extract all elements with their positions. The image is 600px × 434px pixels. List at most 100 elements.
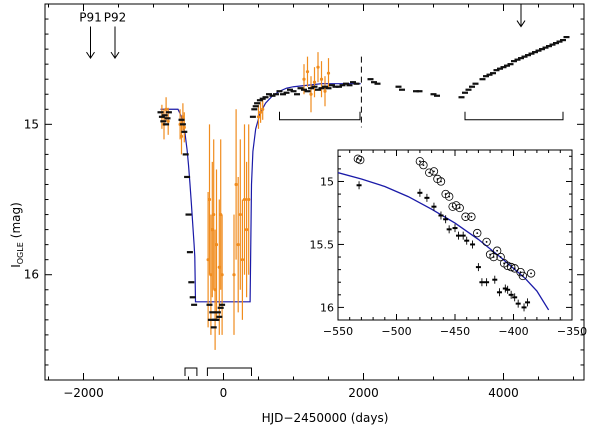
inset-asas-dot — [433, 170, 435, 173]
x-tick-label: −2000 — [63, 386, 104, 400]
inset-asas-circle — [425, 168, 434, 177]
range-bracket — [464, 111, 564, 121]
asas-point — [323, 89, 327, 93]
inset-asas-dot — [485, 241, 488, 243]
inset-asas-dot — [492, 256, 495, 258]
asas-point — [312, 80, 317, 84]
inset-asas-circle — [353, 154, 363, 164]
inset-asas-dot — [476, 232, 479, 235]
inset-asas-dot — [521, 275, 524, 277]
asas-point — [219, 212, 223, 217]
x-axis-title: HJD−2450000 (days) — [262, 411, 389, 425]
inset-asas-dot — [356, 157, 359, 160]
inset-asas-circle — [356, 155, 365, 165]
inset-asas-dot — [458, 207, 461, 209]
inset-asas-circle — [467, 212, 476, 221]
annotation-arrowhead — [516, 20, 526, 28]
inset-asas-circle — [510, 264, 519, 273]
inset-asas-dot — [470, 215, 473, 218]
y-tick-label: 16 — [24, 268, 39, 282]
inset-x-tick-label: −500 — [381, 325, 411, 338]
inset-asas-circle — [436, 177, 446, 186]
inset-asas-dot — [440, 180, 442, 183]
inset-x-tick-label: −350 — [557, 325, 587, 338]
asas-point — [245, 228, 249, 232]
asas-point — [302, 77, 306, 81]
asas-point — [207, 197, 212, 202]
inset-y-tick-label: 15.5 — [310, 238, 335, 251]
y-axis-title-sub: OGLE — [16, 242, 25, 264]
asas-point — [234, 182, 238, 187]
inset-asas-circle — [506, 262, 516, 272]
asas-point — [181, 115, 185, 119]
inset-asas-circle — [526, 269, 536, 278]
asas-point — [326, 71, 331, 75]
y-axis-title: IOGLE (mag) — [9, 202, 25, 268]
inset-asas-circle — [473, 228, 482, 238]
annotation-arrowhead — [86, 51, 95, 60]
y-tick-label: 15 — [24, 117, 39, 131]
inset-asas-dot — [499, 256, 502, 258]
annotation-label: P91 — [79, 11, 102, 25]
inset-asas-dot — [496, 249, 499, 252]
asas-point — [247, 197, 251, 202]
inset-asas-dot — [464, 215, 467, 218]
labels: HJD−2450000 (days) IOGLE (mag) — [9, 202, 388, 425]
asas-point — [261, 107, 265, 111]
inset-asas-circle — [419, 160, 428, 170]
inset-model-curve — [338, 172, 550, 311]
inset-frame — [337, 149, 573, 321]
annotation-arrowhead — [110, 51, 120, 60]
inset-asas-dot — [419, 160, 421, 163]
asas-point — [220, 273, 224, 277]
inset-asas-circle — [448, 202, 457, 211]
inset-asas-circle — [429, 167, 439, 176]
asas-point — [182, 125, 186, 129]
asas-point — [238, 212, 242, 217]
range-bracket — [206, 367, 252, 376]
inset-asas-dot — [428, 171, 431, 174]
x-tick-label: 0 — [220, 386, 228, 400]
range-bracket — [184, 367, 198, 376]
asas-point — [309, 92, 313, 96]
inset-asas-dot — [448, 195, 451, 198]
inset-plot: −550 −500 −450 −400 −350 15 15.5 16 — [310, 149, 587, 338]
asas-point — [236, 243, 240, 247]
x-tick-label: 2000 — [348, 386, 379, 400]
y-axis-title-unit: (mag) — [9, 202, 23, 238]
asas-point — [240, 258, 244, 262]
inset-y-tick-label: 15 — [320, 175, 334, 188]
inset-asas-dot — [513, 267, 516, 270]
inset-asas-circle — [444, 192, 454, 201]
inset-asas-circle — [489, 252, 498, 262]
asas-point — [164, 107, 168, 111]
annotation-label: P92 — [104, 11, 127, 25]
inset-asas-circle — [496, 252, 505, 262]
inset-asas-circle — [518, 271, 528, 281]
annotation-label: FLAMES — [497, 0, 545, 2]
asas-point — [166, 119, 170, 123]
x-tick-label: 4000 — [488, 386, 519, 400]
inset-asas-circle — [482, 237, 491, 247]
inset-asas-dot — [422, 164, 425, 167]
asas-point — [259, 110, 263, 114]
asas-point — [305, 70, 310, 74]
asas-point — [232, 273, 236, 277]
asas-point — [319, 77, 324, 81]
inset-x-tick-label: −550 — [323, 325, 353, 338]
svg-text:IOGLE(mag): IOGLE (mag) — [9, 202, 25, 268]
asas-point — [316, 65, 320, 69]
inset-asas-circle — [455, 203, 464, 213]
inset-asas-dot — [359, 159, 362, 161]
inset-asas-circle — [492, 246, 502, 255]
range-bracket — [279, 111, 361, 121]
plot-frame — [44, 3, 585, 381]
inset-x-tick-label: −450 — [440, 325, 470, 338]
asas-point — [242, 197, 247, 202]
inset-y-tick-label: 16 — [320, 301, 334, 314]
y-axis-title-main: I — [9, 264, 23, 268]
asas-point — [256, 115, 261, 119]
inset-asas-circle — [461, 212, 470, 221]
